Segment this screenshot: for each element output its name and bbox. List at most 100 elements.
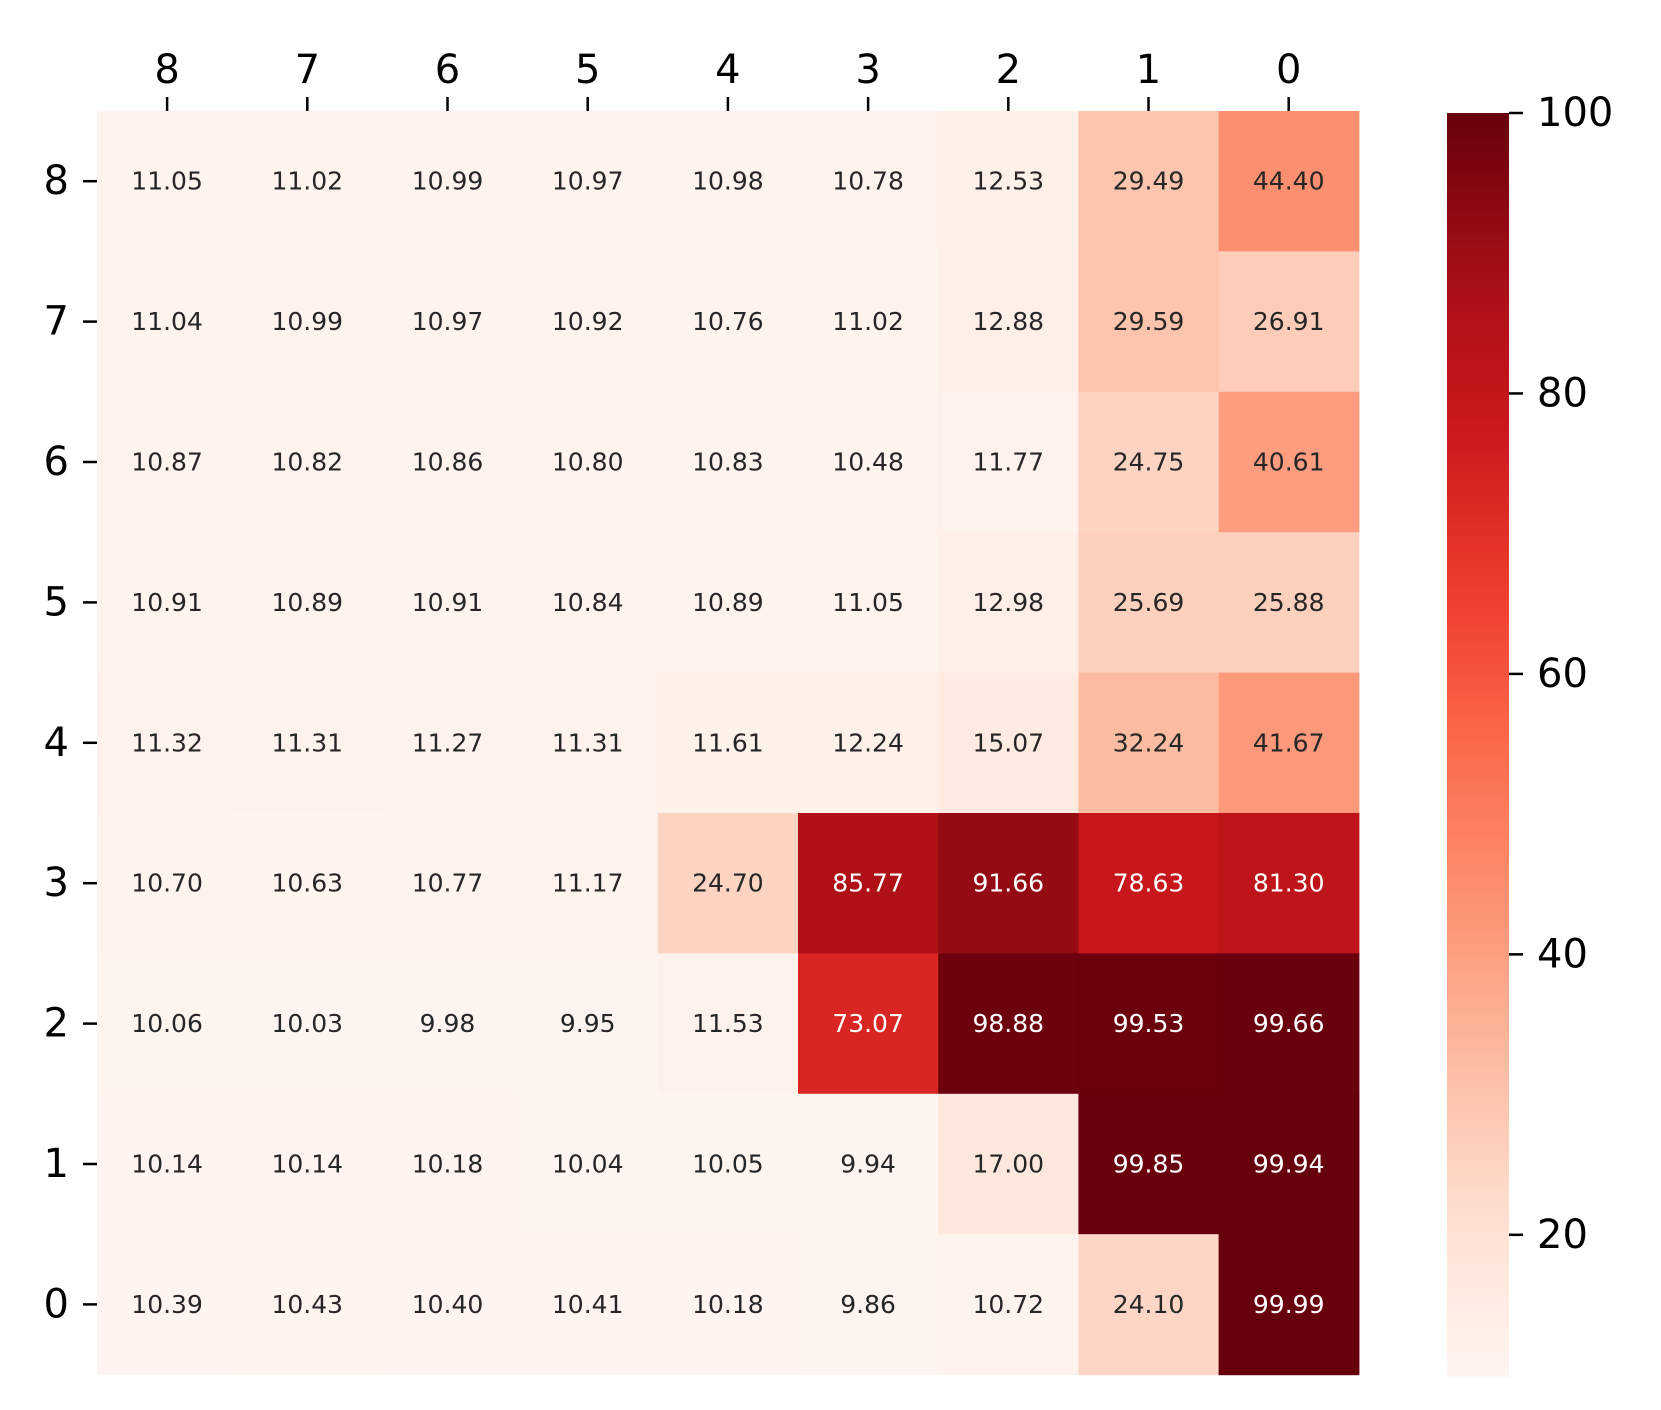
cell-value-label: 11.02: [832, 307, 904, 336]
cell-value-label: 10.05: [692, 1150, 764, 1179]
heatmap-cell: [517, 953, 659, 1095]
cell-value-label: 78.63: [1113, 869, 1185, 898]
heatmap-cell: [1218, 391, 1360, 533]
heatmap-cell: [377, 111, 519, 252]
x-tick-label: 2: [996, 47, 1021, 93]
heatmap-cell: [938, 1093, 1079, 1235]
cell-value-label: 99.85: [1113, 1150, 1185, 1179]
heatmap-cell: [377, 391, 519, 533]
cell-value-label: 11.61: [692, 728, 764, 757]
heatmap-cell: [938, 672, 1079, 814]
heatmap-cell: [1078, 1234, 1220, 1376]
heatmap-cell: [938, 1234, 1079, 1376]
cell-value-label: 10.86: [412, 448, 484, 477]
heatmap-cell: [798, 672, 939, 814]
y-tick-label: 7: [44, 299, 69, 345]
heatmap-cell: [938, 953, 1079, 1095]
heatmap-cell: [517, 251, 659, 393]
heatmap-cell: [97, 953, 238, 1095]
cell-value-label: 11.77: [973, 448, 1045, 477]
cell-value-label: 10.84: [552, 588, 624, 617]
cell-value-label: 24.10: [1113, 1290, 1185, 1319]
heatmap-cell: [938, 391, 1079, 533]
y-tick-label: 1: [44, 1141, 69, 1187]
cell-value-label: 11.02: [272, 167, 344, 196]
cell-value-label: 10.18: [692, 1290, 764, 1319]
cell-value-label: 98.88: [973, 1009, 1045, 1038]
cell-value-label: 10.14: [272, 1150, 344, 1179]
heatmap-cell: [237, 1234, 378, 1376]
heatmap-cell: [377, 953, 519, 1095]
heatmap-cell: [377, 1093, 519, 1235]
heatmap-cell: [97, 251, 238, 393]
cell-value-label: 99.53: [1113, 1009, 1185, 1038]
cell-value-label: 10.82: [272, 448, 344, 477]
heatmap-cell: [657, 532, 799, 674]
cell-value-label: 10.80: [552, 448, 624, 477]
heatmap-cell: [1218, 1093, 1360, 1235]
cell-value-label: 99.99: [1253, 1290, 1325, 1319]
heatmap-cell: [517, 1093, 659, 1235]
cell-value-label: 10.63: [272, 869, 344, 898]
x-tick-label: 0: [1276, 47, 1301, 93]
cell-value-label: 10.91: [131, 588, 203, 617]
cell-value-label: 10.70: [131, 869, 203, 898]
heatmap-cell: [657, 672, 799, 814]
cell-value-label: 9.94: [840, 1150, 896, 1179]
cell-value-label: 29.59: [1113, 307, 1185, 336]
heatmap-cell: [938, 111, 1079, 252]
heatmap-cell: [97, 1234, 238, 1376]
colorbar: [1447, 113, 1509, 1377]
cell-value-label: 10.98: [692, 167, 764, 196]
heatmap-cell: [237, 953, 378, 1095]
cell-value-label: 12.24: [832, 728, 904, 757]
cell-value-label: 73.07: [832, 1009, 904, 1038]
x-tick-label: 3: [855, 47, 880, 93]
cell-value-label: 11.04: [131, 307, 203, 336]
x-tick-label: 5: [575, 47, 600, 93]
heatmap-cell: [237, 672, 378, 814]
heatmap-cell: [657, 1093, 799, 1235]
x-tick-label: 8: [154, 47, 179, 93]
heatmap-cell: [1078, 813, 1220, 954]
heatmap-cell: [657, 1234, 799, 1376]
cell-value-label: 99.66: [1253, 1009, 1325, 1038]
heatmap-cell: [97, 391, 238, 533]
cell-value-label: 10.77: [412, 869, 484, 898]
cell-value-label: 11.32: [131, 728, 203, 757]
cell-value-label: 10.83: [692, 448, 764, 477]
heatmap-cell: [1218, 251, 1360, 393]
y-tick-label: 6: [44, 439, 69, 485]
heatmap-cell: [517, 1234, 659, 1376]
heatmap-cell: [517, 532, 659, 674]
cell-value-label: 41.67: [1253, 728, 1325, 757]
heatmap-cell: [377, 1234, 519, 1376]
heatmap-cell: [377, 813, 519, 954]
y-tick-label: 8: [44, 158, 69, 204]
cell-value-label: 24.70: [692, 869, 764, 898]
heatmap-cell: [657, 813, 799, 954]
cell-value-label: 9.86: [840, 1290, 896, 1319]
heatmap-cell: [1218, 111, 1360, 252]
heatmap-cell: [798, 391, 939, 533]
heatmap-cell: [798, 813, 939, 954]
heatmap-cell: [1218, 532, 1360, 674]
cell-value-label: 81.30: [1253, 869, 1325, 898]
y-tick-label: 5: [44, 579, 69, 625]
x-tick-label: 4: [715, 47, 740, 93]
cell-value-label: 10.14: [131, 1150, 203, 1179]
cell-value-label: 10.78: [832, 167, 904, 196]
colorbar-tick-label: 100: [1537, 90, 1613, 136]
cell-value-label: 10.89: [692, 588, 764, 617]
cell-value-label: 10.99: [412, 167, 484, 196]
heatmap-cell: [657, 111, 799, 252]
y-tick-label: 4: [44, 720, 69, 766]
cell-value-label: 10.76: [692, 307, 764, 336]
cell-value-label: 99.94: [1253, 1150, 1325, 1179]
heatmap-cell: [97, 111, 238, 252]
x-tick-label: 6: [435, 47, 460, 93]
cell-value-label: 40.61: [1253, 448, 1325, 477]
heatmap-cell: [517, 111, 659, 252]
heatmap-cell: [377, 532, 519, 674]
